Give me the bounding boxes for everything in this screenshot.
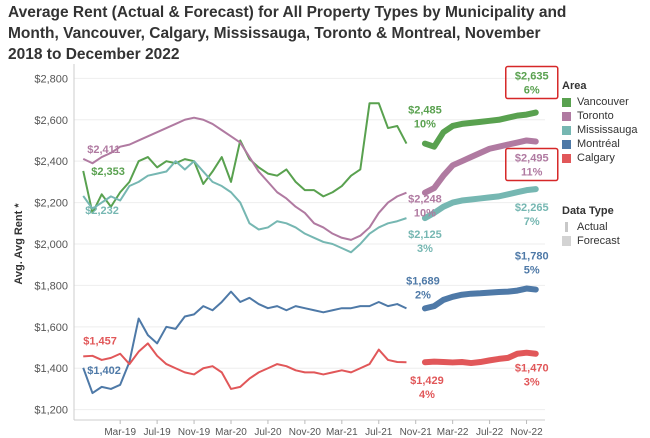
- data-label-pct: 5%: [524, 265, 540, 277]
- highlight-box: [505, 65, 559, 100]
- y-tick-label: $2,800: [34, 73, 68, 85]
- y-tick-label: $2,400: [34, 156, 68, 168]
- y-tick-label: $1,800: [34, 280, 68, 292]
- x-tick-label: Jul-20: [254, 427, 282, 438]
- data-label-value: $1,402: [87, 365, 121, 377]
- legend-item[interactable]: Toronto: [558, 109, 638, 123]
- data-label-value: $2,265: [515, 202, 549, 214]
- legend-item[interactable]: Montréal: [558, 137, 638, 151]
- data-type-legend-title: Data Type: [562, 205, 614, 217]
- data-type-label: Forecast: [577, 235, 620, 247]
- x-tick-label: Nov-22: [510, 427, 543, 438]
- series-line-actual-mississauga: [82, 160, 407, 254]
- series-line-actual-montral: [82, 290, 407, 395]
- x-tick-label: Nov-19: [178, 427, 211, 438]
- x-tick-label: Nov-20: [289, 427, 322, 438]
- chart-title: Average Rent (Actual & Forecast) for All…: [8, 4, 567, 63]
- x-tick-label: Jul-21: [365, 427, 393, 438]
- legend-label: Calgary: [577, 152, 615, 164]
- data-label-pct: 4%: [419, 389, 435, 401]
- data-label-pct: 10%: [414, 119, 436, 131]
- legend: Area Vancouver Toronto Mississauga Montr…: [558, 80, 638, 165]
- y-tick-label: $2,600: [34, 115, 68, 127]
- legend-items: Vancouver Toronto Mississauga Montréal C…: [558, 95, 638, 165]
- legend-swatch: [562, 111, 571, 121]
- legend-swatch: [562, 139, 571, 149]
- legend-label: Montréal: [577, 138, 620, 150]
- data-type-item-forecast[interactable]: Forecast: [558, 234, 620, 248]
- data-label-value: $2,485: [408, 105, 442, 117]
- data-label-value: $1,780: [515, 251, 549, 263]
- data-label-pct: 11%: [521, 167, 543, 179]
- data-type-label: Actual: [577, 221, 608, 233]
- series-line-actual-toronto: [82, 116, 407, 241]
- data-label-value: $2,411: [87, 144, 120, 156]
- x-tick-label: Mar-22: [437, 427, 469, 438]
- y-tick-label: $1,400: [34, 363, 68, 375]
- y-tick-label: $1,200: [34, 405, 68, 417]
- legend-item[interactable]: Mississauga: [558, 123, 638, 137]
- data-label-pct: 6%: [524, 85, 540, 97]
- legend-item[interactable]: Vancouver: [558, 95, 638, 109]
- y-tick-label: $2,200: [34, 198, 68, 210]
- x-tick-label: Nov-21: [400, 427, 433, 438]
- data-label-value: $1,470: [515, 363, 549, 375]
- data-label-pct: 7%: [524, 216, 540, 228]
- data-label-value: $2,125: [408, 229, 442, 241]
- actual-swatch: [565, 222, 568, 232]
- data-label-value: $2,635: [515, 71, 549, 83]
- legend-title: Area: [562, 80, 587, 92]
- data-type-item-actual[interactable]: Actual: [558, 220, 620, 234]
- legend-label: Vancouver: [577, 96, 629, 108]
- data-type-legend: Data Type Actual Forecast: [558, 205, 620, 248]
- legend-label: Mississauga: [577, 124, 638, 136]
- x-tick-label: Mar-21: [326, 427, 358, 438]
- series-line-forecast-calgary: [421, 349, 539, 367]
- data-label-value: $2,248: [408, 194, 442, 206]
- legend-swatch: [562, 97, 571, 107]
- data-label-value: $1,457: [83, 335, 117, 347]
- series-line-forecast-mississauga: [421, 186, 539, 222]
- x-tick-label: Mar-19: [104, 427, 136, 438]
- y-tick-label: $1,600: [34, 322, 68, 334]
- data-label-value: $1,689: [406, 275, 440, 287]
- series-line-forecast-toronto: [421, 137, 539, 196]
- legend-swatch: [562, 125, 571, 135]
- x-tick-label: Jul-22: [476, 427, 504, 438]
- data-label-pct: 3%: [417, 243, 433, 255]
- legend-swatch: [562, 153, 571, 163]
- data-label-value: $2,353: [91, 166, 125, 178]
- data-label-pct: 2%: [415, 289, 431, 301]
- y-tick-label: $2,000: [34, 239, 68, 251]
- series-line-forecast-montral: [421, 285, 539, 312]
- x-tick-label: Jul-19: [143, 427, 171, 438]
- series-line-actual-calgary: [83, 342, 407, 390]
- forecast-swatch: [562, 236, 571, 246]
- y-axis-title: Avg. Avg Rent *: [13, 203, 25, 285]
- data-label-pct: 3%: [524, 377, 540, 389]
- series-line-forecast-vancouver: [421, 109, 539, 150]
- data-label-pct: 10%: [414, 208, 436, 220]
- highlight-box: [505, 147, 559, 182]
- data-label-value: $2,495: [515, 153, 549, 165]
- data-label-value: $1,429: [410, 375, 444, 387]
- data-label-value: $2,232: [85, 205, 119, 217]
- x-tick-label: Mar-20: [215, 427, 247, 438]
- legend-item[interactable]: Calgary: [558, 151, 638, 165]
- legend-label: Toronto: [577, 110, 614, 122]
